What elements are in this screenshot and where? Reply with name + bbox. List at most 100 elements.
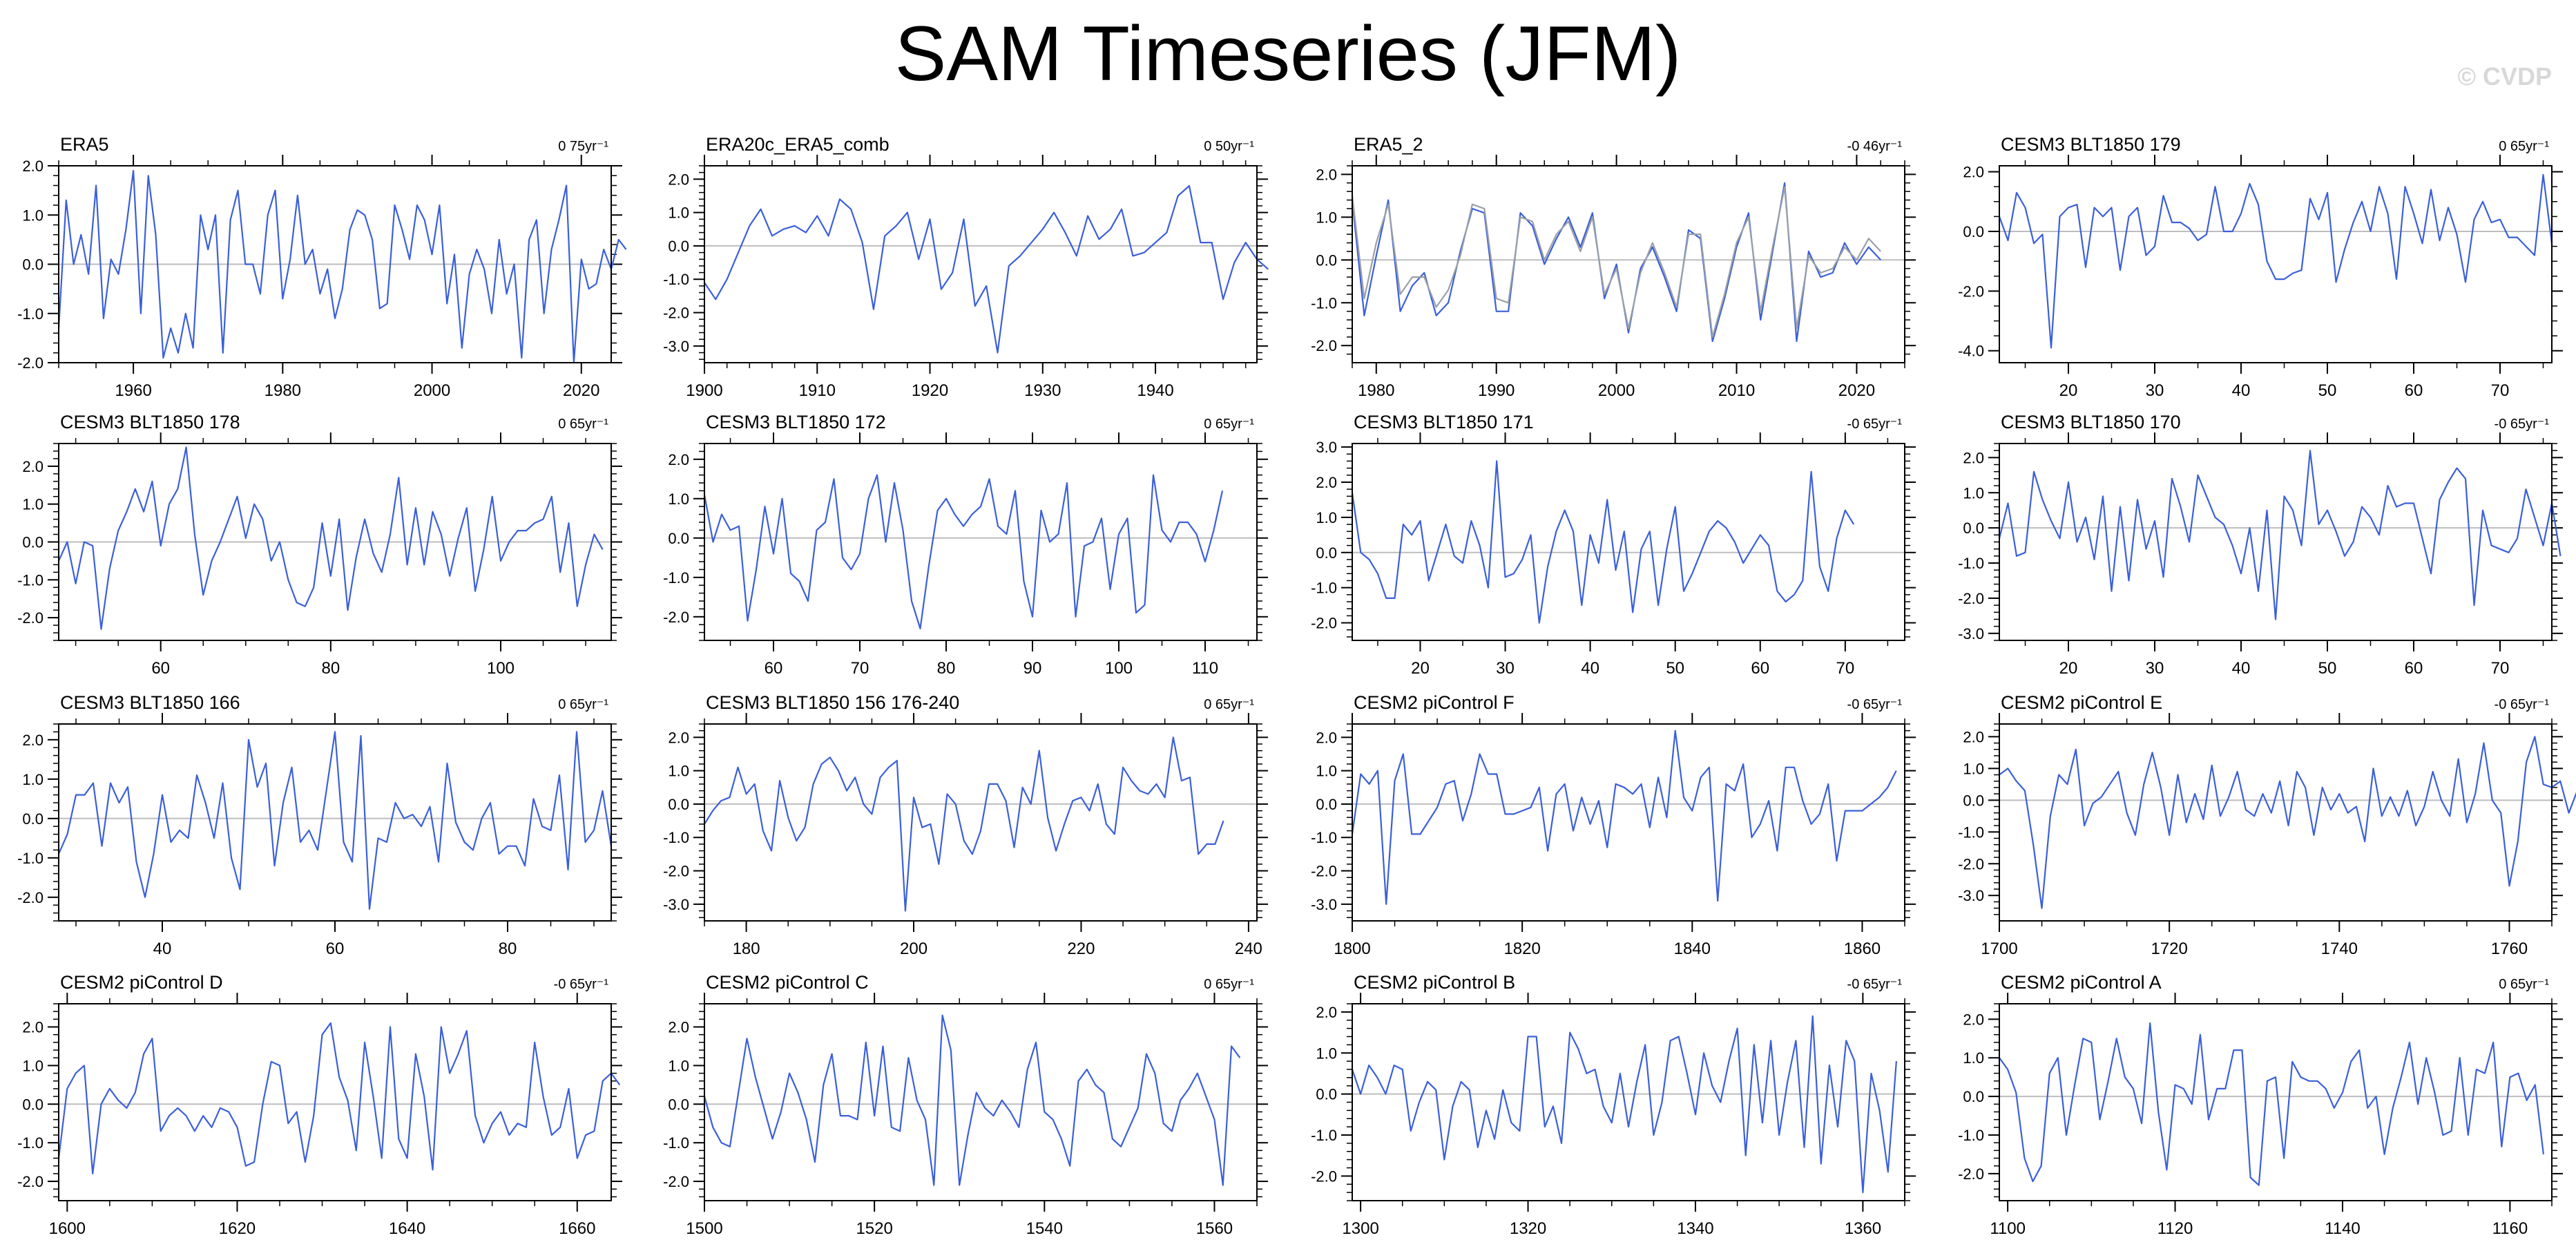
trend-label: -0 65yr⁻¹: [1847, 977, 1903, 992]
x-tick-label: 60: [2405, 659, 2423, 678]
trend-label: 0 65yr⁻¹: [2499, 139, 2549, 154]
x-tick-label: 40: [2232, 659, 2251, 678]
series-line: [1351, 186, 1882, 338]
x-tick-label: 1140: [2325, 1219, 2361, 1238]
plot-frame: [58, 443, 612, 641]
y-tick-label: -2.0: [1311, 1168, 1337, 1185]
chart-panel: CESM2 piControl F -0 65yr⁻¹ 1800 1820 1840 18…: [1311, 692, 1916, 958]
series-line: [1998, 173, 2553, 349]
y-tick-label: 1.0: [1316, 1045, 1337, 1062]
x-tick-label: 1360: [1845, 1219, 1881, 1238]
x-tick-label: 90: [1023, 659, 1042, 678]
y-tick-label: -1.0: [1958, 555, 1984, 572]
chart-panel: CESM3 BLT1850 171 -0 65yr⁻¹ 20 30 40 50 60 70 -2…: [1311, 412, 1916, 678]
plot-frame: [704, 165, 1258, 363]
x-tick-label: 80: [937, 659, 956, 678]
y-tick-label: -2.0: [1958, 590, 1984, 607]
series-line: [57, 446, 604, 630]
x-tick-label: 40: [153, 940, 172, 958]
y-tick-label: 2.0: [1963, 728, 1984, 745]
y-tick-label: 2.0: [668, 171, 689, 188]
y-tick-label: 2.0: [668, 729, 689, 746]
y-tick-label: 3.0: [1316, 439, 1337, 456]
x-tick-label: 2000: [1598, 381, 1635, 400]
x-tick-label: 50: [1666, 659, 1684, 678]
trend-label: -0 65yr⁻¹: [2495, 697, 2550, 712]
plot-frame: [1352, 443, 1905, 641]
x-tick-label: 60: [326, 940, 345, 958]
series-line: [704, 184, 1269, 354]
x-tick-label: 1960: [115, 381, 151, 400]
y-tick-label: 0.0: [668, 530, 689, 547]
x-tick-label: 70: [2491, 659, 2510, 678]
chart-panel: CESM2 piControl E -0 65yr⁻¹ 1700 1720 1740 17…: [1958, 692, 2576, 958]
plot-frame: [58, 165, 612, 363]
y-tick-label: -1.0: [1311, 829, 1337, 846]
series-line: [57, 170, 627, 364]
y-tick-label: -1.0: [17, 850, 44, 867]
y-tick-label: 1.0: [22, 496, 44, 513]
chart-title: CESM3 BLT1850 156 176-240: [706, 692, 959, 713]
y-tick-label: 0.0: [1963, 520, 1984, 537]
plot-frame: [1352, 165, 1905, 363]
y-tick-label: -1.0: [1311, 1127, 1337, 1144]
x-tick-label: 70: [1836, 659, 1854, 678]
series-line: [704, 736, 1224, 912]
y-tick-label: -2.0: [663, 305, 689, 322]
x-tick-label: 1900: [686, 381, 722, 400]
x-tick-label: 60: [2405, 381, 2423, 400]
x-tick-label: 1860: [1844, 940, 1881, 958]
trend-label: 0 65yr⁻¹: [558, 697, 608, 712]
x-tick-label: 1980: [265, 381, 301, 400]
y-tick-label: 1.0: [1316, 763, 1337, 780]
y-tick-label: -1.0: [663, 829, 689, 846]
chart-title: CESM3 BLT1850 172: [706, 412, 886, 432]
chart-title: CESM2 piControl B: [1354, 972, 1515, 993]
trend-label: 0 65yr⁻¹: [1204, 977, 1254, 992]
trend-label: 0 50yr⁻¹: [1204, 139, 1254, 154]
plot-frame: [1999, 1003, 2553, 1201]
chart-title: CESM2 piControl E: [2001, 692, 2162, 713]
y-tick-label: -1.0: [1958, 1127, 1984, 1144]
y-tick-label: 1.0: [668, 1057, 689, 1074]
y-tick-label: 2.0: [1316, 474, 1337, 491]
x-tick-label: 1920: [912, 381, 948, 400]
x-tick-label: 2000: [414, 381, 450, 400]
chart-title: CESM2 piControl D: [60, 972, 223, 993]
y-tick-label: -2.0: [1958, 283, 1984, 300]
chart-title: ERA20c_ERA5_comb: [706, 134, 890, 155]
x-tick-label: 30: [2146, 381, 2164, 400]
x-tick-label: 1980: [1358, 381, 1394, 400]
y-tick-label: 0.0: [22, 1096, 44, 1113]
x-tick-label: 30: [2146, 659, 2164, 678]
y-tick-label: -3.0: [663, 338, 689, 355]
y-tick-label: -2.0: [1311, 337, 1337, 354]
y-tick-label: 0.0: [1963, 1088, 1984, 1105]
trend-label: 0 65yr⁻¹: [558, 417, 608, 432]
y-tick-label: 0.0: [1316, 251, 1337, 269]
x-tick-label: 1700: [1981, 940, 2017, 958]
x-tick-label: 1720: [2151, 940, 2187, 958]
x-tick-label: 180: [733, 940, 760, 958]
plot-frame: [704, 1003, 1258, 1201]
chart-title: CESM3 BLT1850 179: [2001, 134, 2181, 155]
x-tick-label: 20: [2059, 659, 2078, 678]
chart-panel: CESM3 BLT1850 156 176-240 0 65yr⁻¹ 180 200 2…: [663, 692, 1268, 958]
y-tick-label: 0.0: [668, 238, 689, 255]
x-tick-label: 240: [1235, 940, 1262, 958]
y-tick-label: 1.0: [22, 771, 44, 788]
x-tick-label: 1320: [1510, 1219, 1546, 1238]
x-tick-label: 30: [1496, 659, 1515, 678]
trend-label: -0 65yr⁻¹: [554, 977, 609, 992]
x-tick-label: 110: [1192, 659, 1218, 678]
x-tick-label: 1100: [1990, 1219, 2026, 1238]
x-tick-label: 2020: [1838, 381, 1875, 400]
x-tick-label: 1660: [559, 1219, 595, 1238]
y-tick-label: 0.0: [1963, 223, 1984, 240]
y-tick-label: -2.0: [1311, 863, 1337, 880]
chart-panel: ERA5_2 -0 46yr⁻¹ 1980 1990 2000 2010 2020 -2.0 -…: [1311, 134, 1916, 400]
y-tick-label: 0.0: [22, 256, 44, 274]
y-tick-label: 1.0: [668, 204, 689, 222]
chart-panel: ERA20c_ERA5_comb 0 50yr⁻¹ 1900 1910 1920 1930…: [663, 134, 1269, 400]
x-tick-label: 1500: [686, 1219, 722, 1238]
